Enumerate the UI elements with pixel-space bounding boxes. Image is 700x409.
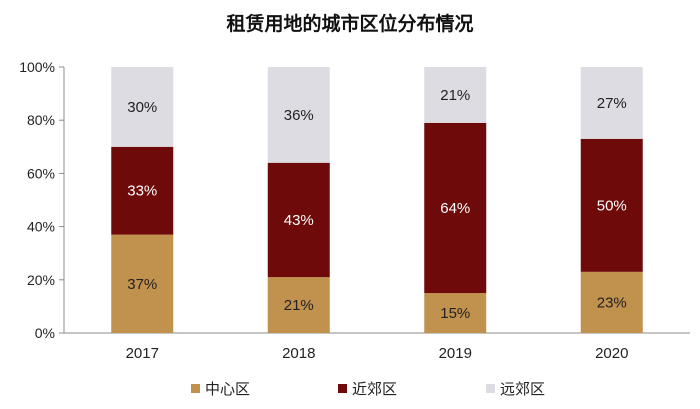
y-tick-label: 60% (27, 165, 55, 181)
bar-segment (267, 67, 330, 163)
y-tick-label: 0% (35, 325, 55, 341)
data-label: 33% (127, 183, 157, 200)
bar-segment (580, 67, 643, 139)
data-label: 30% (127, 99, 157, 116)
x-tick-label: 2018 (282, 345, 315, 362)
x-tick-label: 2017 (126, 345, 159, 362)
data-label: 15% (440, 305, 470, 322)
bar-segment (424, 122, 487, 294)
data-label: 27% (597, 95, 627, 112)
legend-label: 近郊区 (352, 380, 397, 398)
bar-segment (424, 67, 487, 123)
y-tick-label: 80% (27, 112, 55, 128)
chart-title: 租赁用地的城市区位分布情况 (226, 12, 473, 35)
x-tick-label: 2020 (595, 345, 628, 362)
bar-segment (267, 162, 330, 278)
data-label: 23% (597, 294, 627, 311)
bar-segment (111, 146, 174, 235)
legend-swatch (191, 384, 200, 393)
bar-segment (580, 138, 643, 272)
data-label: 50% (597, 197, 627, 214)
bar-segment (111, 234, 174, 333)
plot-area: 0% 20% 40% 60% 80% 100% 37% 33% 30% 2017 21% 43% 36%… (19, 59, 690, 362)
x-tick-label: 2019 (439, 345, 472, 362)
data-label: 37% (127, 276, 157, 293)
bar-segment (424, 293, 487, 333)
data-label: 21% (284, 297, 314, 314)
legend: 中心区 近郊区 远郊区 (191, 380, 545, 398)
y-tick-label: 20% (27, 272, 55, 288)
y-tick-label: 40% (27, 219, 55, 235)
bar-segment (267, 277, 330, 333)
data-label: 64% (440, 200, 470, 217)
legend-label: 远郊区 (500, 380, 545, 398)
data-label: 36% (284, 107, 314, 124)
data-label: 21% (440, 87, 470, 104)
legend-swatch (338, 384, 347, 393)
y-tick-label: 100% (19, 59, 55, 75)
bar-segment (111, 67, 174, 147)
data-label: 43% (284, 212, 314, 229)
bar-segment (580, 271, 643, 333)
legend-swatch (486, 384, 495, 393)
legend-label: 中心区 (205, 380, 250, 398)
